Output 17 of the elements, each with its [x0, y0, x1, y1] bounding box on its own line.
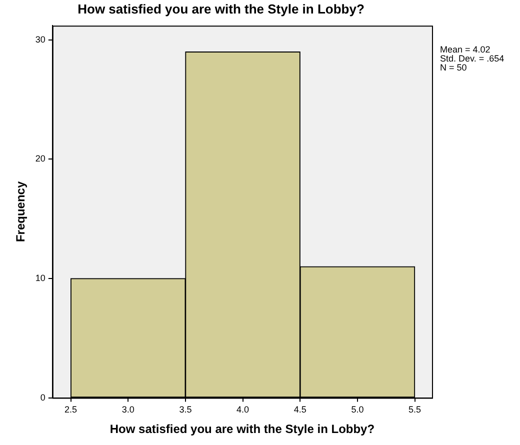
x-tick-label: 3.5	[179, 404, 192, 415]
text: Std. Dev. = .654	[440, 54, 504, 64]
x-tick-label: 2.5	[64, 404, 78, 415]
y-tick-label: 0	[40, 392, 46, 402]
x-tick-label: 5.5	[408, 404, 422, 415]
x-tick-label: 3.0	[122, 404, 134, 415]
y-tick-label: 30	[35, 34, 46, 44]
y-tick-label: 10	[35, 272, 46, 283]
x-tick-label: 4.5	[294, 404, 306, 415]
x-tick-label: 4.0	[236, 404, 250, 415]
y-axis-title: Frequency	[14, 181, 28, 242]
chart-title: How satisfied you are with the Style in Lobby?	[78, 1, 364, 16]
text: Mean = 4.02	[440, 44, 490, 55]
x-tick-label: 5.0	[351, 404, 364, 415]
y-tick-label: 20	[35, 154, 46, 164]
text: N = 50	[440, 62, 467, 73]
x-axis-title: How satisfied you are with the Style in Lobby?	[110, 422, 375, 436]
